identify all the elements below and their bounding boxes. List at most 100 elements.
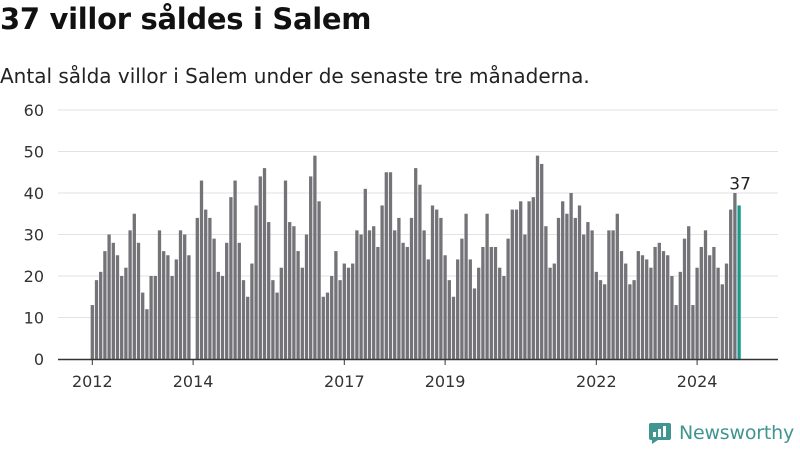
- bar: [241, 280, 246, 359]
- bar: [157, 230, 162, 359]
- y-tick-label: 0: [34, 350, 44, 369]
- bar: [355, 230, 359, 359]
- bar: [695, 267, 699, 359]
- bar: [577, 205, 582, 359]
- bar: [456, 259, 460, 359]
- chart-title: 37 villor såldes i Salem: [0, 2, 372, 36]
- bar: [279, 267, 283, 359]
- bar: [204, 209, 208, 359]
- bar: [103, 251, 107, 359]
- bar: [678, 271, 682, 359]
- x-tick-label: 2024: [677, 372, 718, 391]
- bar: [309, 176, 313, 359]
- bar: [460, 238, 464, 359]
- bar: [548, 267, 552, 359]
- bar: [111, 242, 115, 359]
- bar: [733, 193, 737, 359]
- bar: [439, 217, 443, 359]
- bar: [208, 217, 212, 359]
- bar: [716, 267, 720, 359]
- bar: [128, 230, 132, 359]
- bar: [485, 213, 489, 359]
- bar: [367, 230, 372, 359]
- bar: [346, 267, 351, 359]
- bar: [569, 193, 573, 359]
- bar: [342, 263, 346, 359]
- x-tick-label: 2014: [173, 372, 214, 391]
- bar: [472, 288, 477, 359]
- bar: [384, 172, 388, 359]
- bar: [372, 226, 376, 359]
- bar: [187, 255, 191, 359]
- bar: [99, 271, 103, 359]
- bar: [670, 276, 674, 359]
- bar: [552, 263, 556, 359]
- bar: [628, 284, 632, 359]
- bar: [619, 251, 624, 359]
- bar: [510, 209, 514, 359]
- bar: [166, 255, 170, 359]
- y-tick-label: 50: [24, 143, 44, 162]
- bar: [199, 180, 204, 359]
- bar: [136, 242, 141, 359]
- bar: [590, 230, 594, 359]
- bar: [498, 267, 502, 359]
- bar: [535, 155, 540, 359]
- bar: [313, 155, 317, 359]
- brand-name: Newsworthy: [678, 422, 794, 444]
- bar: [300, 267, 304, 359]
- y-tick-label: 30: [24, 226, 44, 245]
- bar: [271, 280, 275, 359]
- bar: [565, 213, 569, 359]
- bar: [607, 230, 611, 359]
- bar: [267, 222, 271, 359]
- brand-logo: Newsworthy: [648, 419, 794, 447]
- bar: [657, 242, 661, 359]
- bar: [624, 263, 628, 359]
- bar: [653, 246, 657, 359]
- bar: [178, 230, 183, 359]
- bar: [724, 263, 729, 359]
- bar: [489, 246, 493, 359]
- bar: [363, 188, 367, 359]
- bar: [258, 176, 262, 359]
- bar: [632, 280, 636, 359]
- bar: [254, 205, 258, 359]
- bar: [645, 259, 649, 359]
- bar: [615, 213, 619, 359]
- bar: [573, 217, 577, 359]
- x-tick-label: 2019: [425, 372, 466, 391]
- bar: [162, 251, 166, 359]
- bar: [225, 242, 229, 359]
- bar: [422, 230, 426, 359]
- bar: [594, 271, 598, 359]
- bar: [237, 242, 241, 359]
- x-tick-label: 2012: [72, 372, 113, 391]
- bar: [288, 222, 292, 359]
- bar: [477, 267, 481, 359]
- bar: [195, 217, 199, 359]
- bar: [409, 217, 414, 359]
- bar: [523, 234, 527, 359]
- bar: [359, 234, 363, 359]
- bar: [544, 226, 548, 359]
- bar: [430, 205, 435, 359]
- bar: [94, 280, 99, 359]
- bar: [317, 201, 321, 359]
- bar: [405, 246, 409, 359]
- y-tick-label: 10: [24, 309, 44, 328]
- bar: [674, 305, 678, 359]
- bar: [183, 234, 187, 359]
- bar: [506, 238, 510, 359]
- bar: [321, 296, 325, 359]
- bar: [447, 280, 451, 359]
- bar: [418, 184, 422, 359]
- bar: [212, 238, 216, 359]
- bar: [682, 238, 687, 359]
- bar: [115, 255, 120, 359]
- bar: [708, 255, 712, 359]
- bar: [514, 209, 519, 359]
- bar: [582, 234, 586, 359]
- bar: [380, 205, 384, 359]
- bar: [561, 201, 565, 359]
